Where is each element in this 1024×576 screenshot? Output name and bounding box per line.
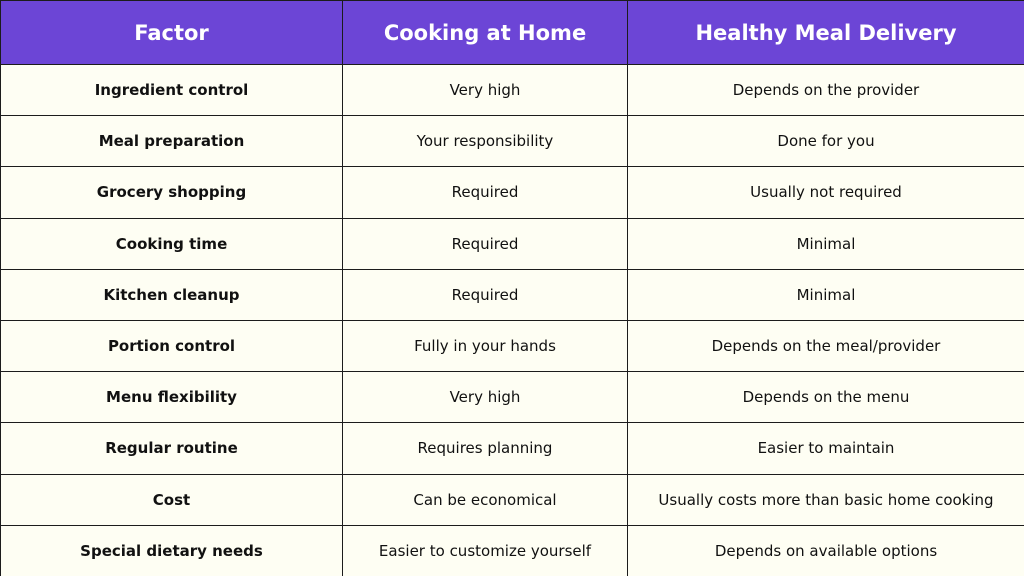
home-cell: Very high [342, 63, 628, 117]
factor-cell: Grocery shopping [0, 166, 343, 219]
home-cell: Can be economical [342, 473, 628, 526]
header-factor: Factor [0, 0, 343, 65]
factor-cell: Meal preparation [0, 115, 343, 168]
factor-cell: Cooking time [0, 217, 343, 270]
table-row: Cooking time Required Minimal [0, 217, 1024, 270]
table-row: Regular routine Requires planning Easier… [0, 422, 1024, 475]
delivery-cell: Minimal [627, 217, 1024, 270]
factor-cell: Kitchen cleanup [0, 268, 343, 321]
table-row: Ingredient control Very high Depends on … [0, 63, 1024, 117]
delivery-cell: Depends on available options [627, 524, 1024, 576]
home-cell: Required [342, 217, 628, 270]
header-row: Factor Cooking at Home Healthy Meal Deli… [0, 0, 1024, 65]
delivery-cell: Depends on the provider [627, 63, 1024, 117]
delivery-cell: Usually costs more than basic home cooki… [627, 473, 1024, 526]
table-row: Portion control Fully in your hands Depe… [0, 319, 1024, 373]
table-row: Cost Can be economical Usually costs mor… [0, 473, 1024, 526]
delivery-cell: Depends on the menu [627, 371, 1024, 424]
header-healthy-meal-delivery: Healthy Meal Delivery [627, 0, 1024, 65]
table-row: Meal preparation Your responsibility Don… [0, 115, 1024, 168]
home-cell: Very high [342, 371, 628, 424]
home-cell: Required [342, 166, 628, 219]
delivery-cell: Depends on the meal/provider [627, 319, 1024, 373]
table-row: Grocery shopping Required Usually not re… [0, 166, 1024, 219]
factor-cell: Menu flexibility [0, 371, 343, 424]
home-cell: Requires planning [342, 422, 628, 475]
home-cell: Required [342, 268, 628, 321]
delivery-cell: Easier to maintain [627, 422, 1024, 475]
factor-cell: Special dietary needs [0, 524, 343, 576]
table-row: Menu flexibility Very high Depends on th… [0, 371, 1024, 424]
home-cell: Easier to customize yourself [342, 524, 628, 576]
table-header: Factor Cooking at Home Healthy Meal Deli… [0, 0, 1024, 65]
delivery-cell: Minimal [627, 268, 1024, 321]
factor-cell: Ingredient control [0, 63, 343, 117]
table-row: Kitchen cleanup Required Minimal [0, 268, 1024, 321]
header-cooking-at-home: Cooking at Home [342, 0, 628, 65]
factor-cell: Portion control [0, 319, 343, 373]
table-body: Ingredient control Very high Depends on … [0, 63, 1024, 576]
factor-cell: Cost [0, 473, 343, 526]
factor-cell: Regular routine [0, 422, 343, 475]
table-row: Special dietary needs Easier to customiz… [0, 524, 1024, 576]
delivery-cell: Usually not required [627, 166, 1024, 219]
home-cell: Fully in your hands [342, 319, 628, 373]
home-cell: Your responsibility [342, 115, 628, 168]
delivery-cell: Done for you [627, 115, 1024, 168]
